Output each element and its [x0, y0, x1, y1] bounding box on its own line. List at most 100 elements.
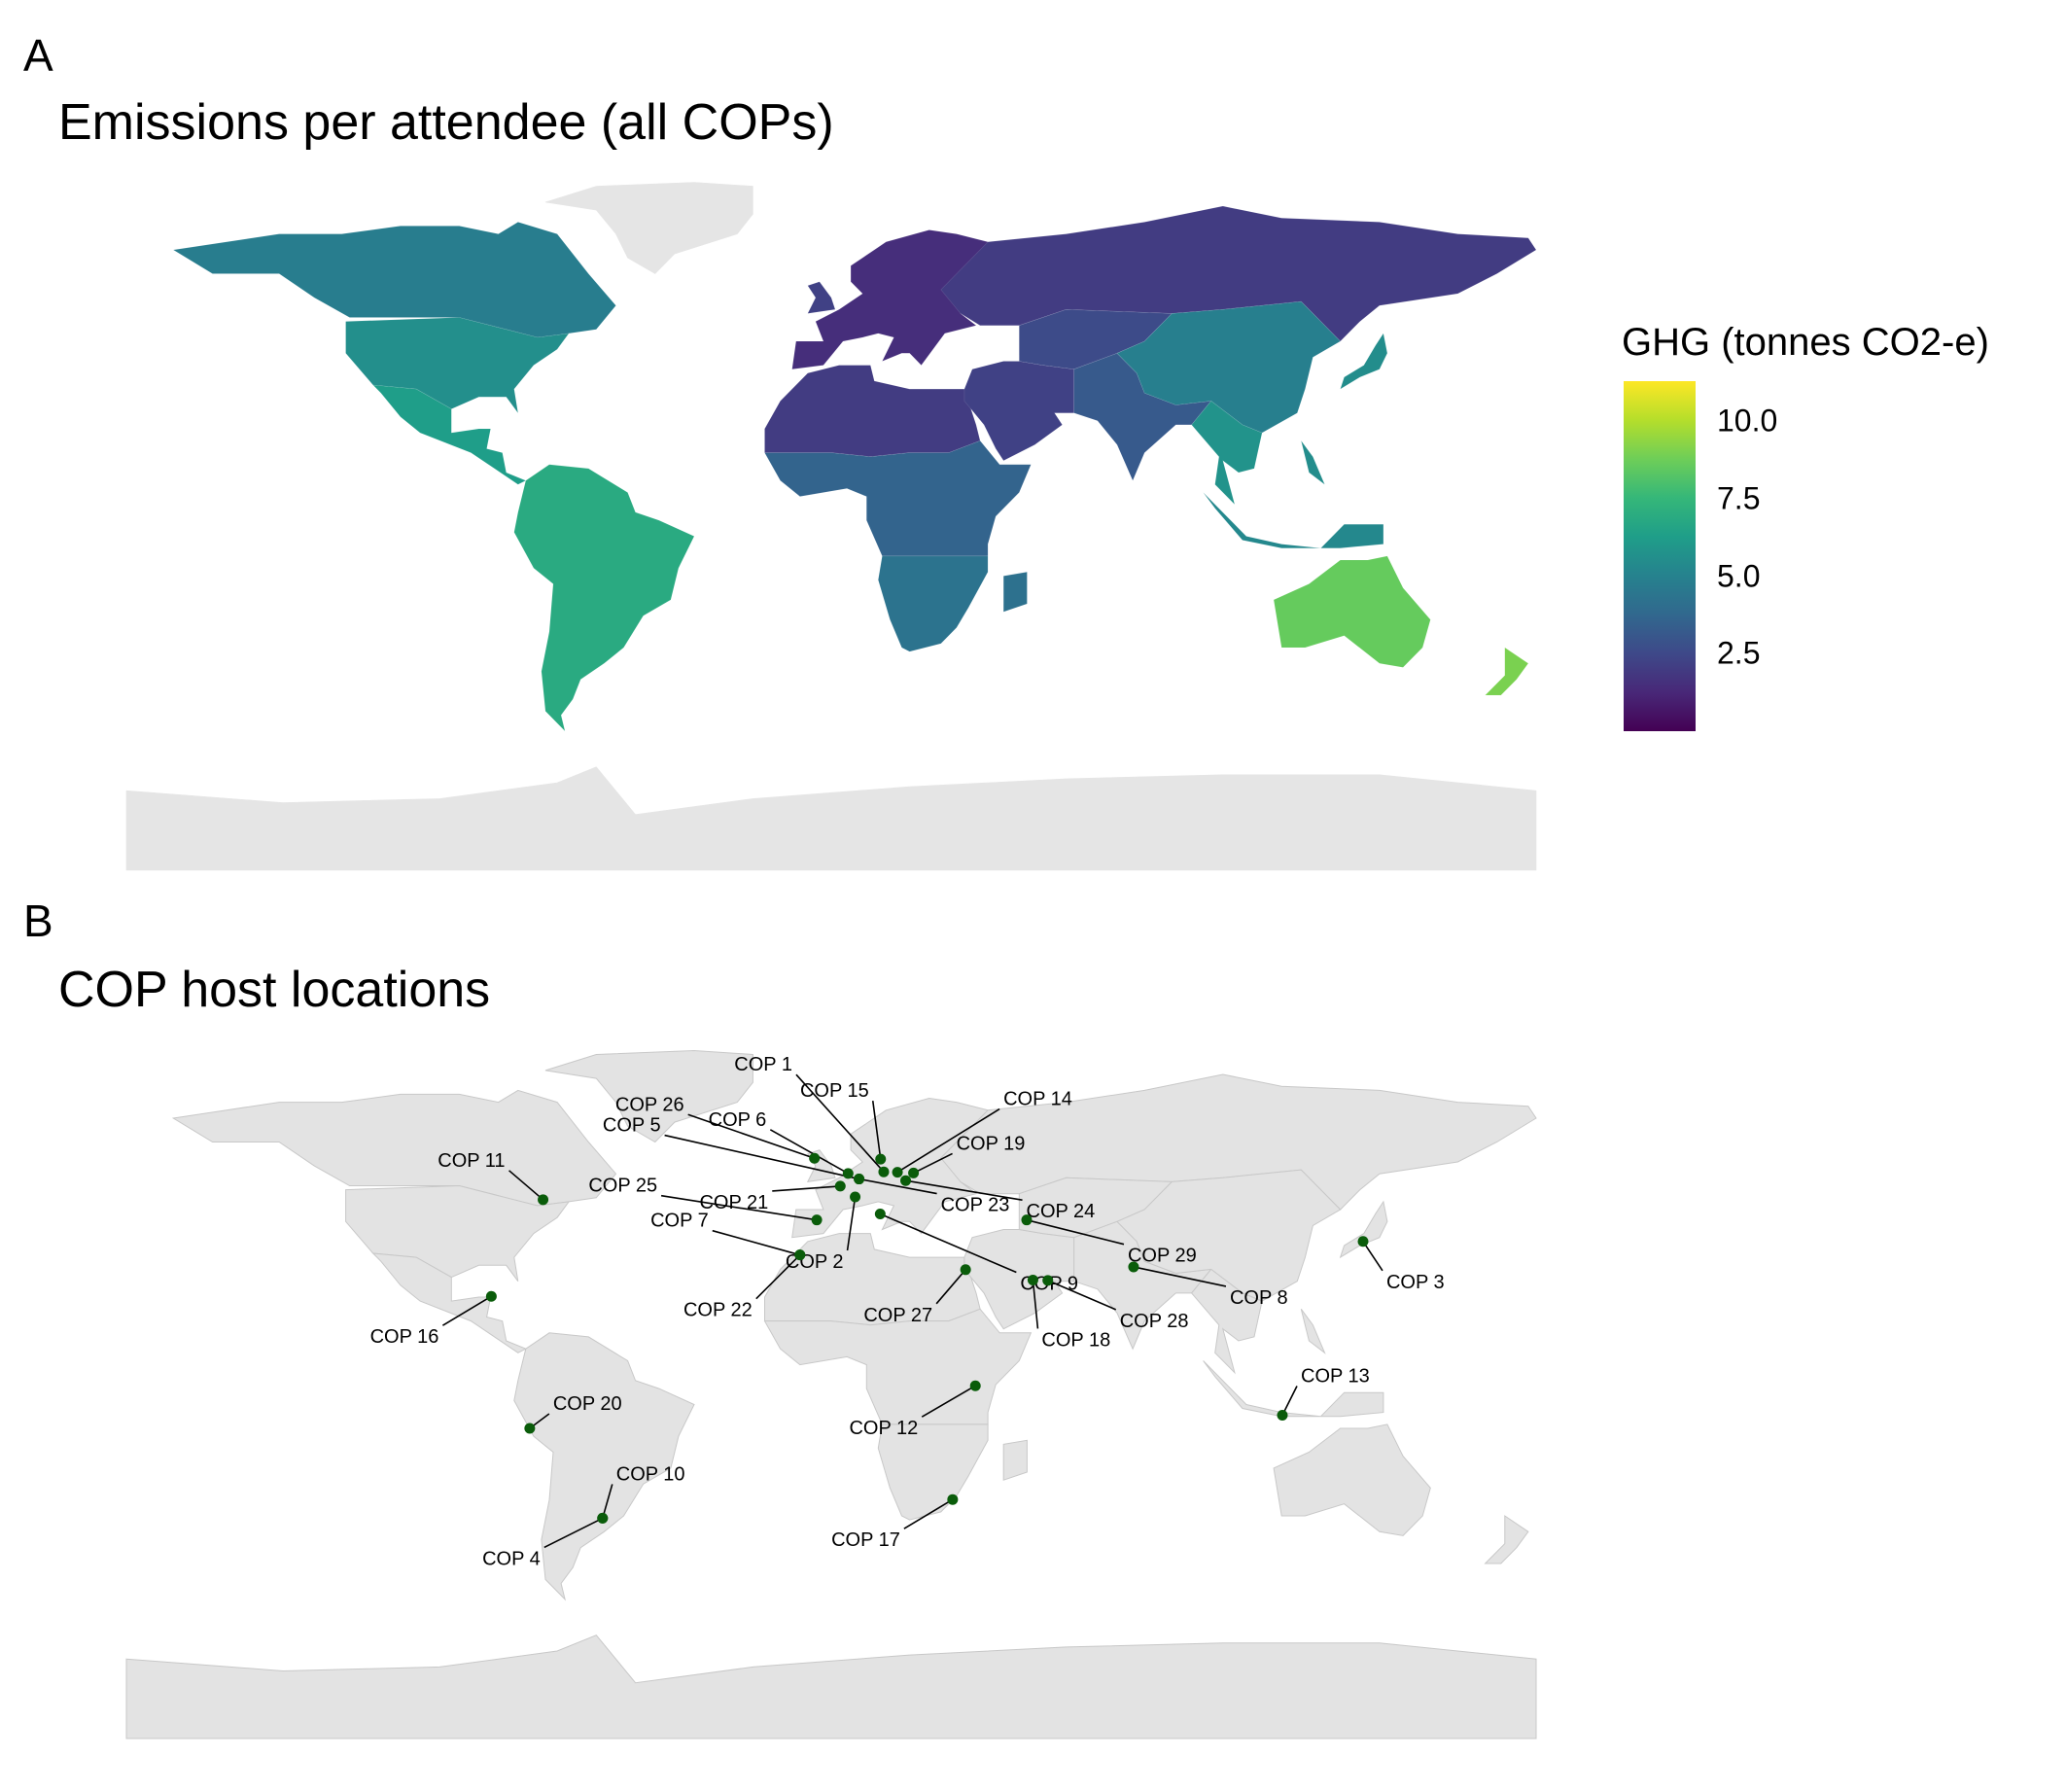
leader-line — [880, 1212, 1017, 1274]
cop-site-label: COP 7 — [650, 1211, 709, 1232]
cop-site-point — [908, 1167, 920, 1178]
region-uk — [807, 281, 836, 314]
region-new-zealand — [1484, 647, 1529, 696]
legend-tick-label: 7.5 — [1717, 480, 1761, 516]
region-north-africa — [764, 365, 981, 458]
cop-site-label: COP 24 — [1027, 1201, 1096, 1222]
cop-site-point — [850, 1191, 861, 1203]
cop-site-label: COP 29 — [1128, 1246, 1197, 1267]
cop-site-label: COP 3 — [1386, 1272, 1445, 1293]
legend-tick-mark — [1696, 420, 1705, 423]
cop-site-point — [1042, 1275, 1054, 1286]
leader-line — [903, 1498, 954, 1529]
cop-site-point — [878, 1166, 890, 1177]
cop-site-point — [1277, 1409, 1288, 1421]
leader-line — [660, 1194, 818, 1221]
cop-site-point — [874, 1209, 886, 1220]
cop-site-point — [969, 1380, 981, 1391]
cop-site-label: COP 27 — [863, 1305, 932, 1326]
land-sub-saharan-africa — [763, 1308, 1033, 1425]
cop-site-point — [597, 1512, 609, 1524]
cop-site-label: COP 26 — [615, 1094, 684, 1115]
leader-line — [913, 1152, 953, 1175]
leader-line — [896, 1107, 1000, 1174]
cop-site-label: COP 1 — [734, 1054, 792, 1075]
cop-site-label: COP 21 — [699, 1192, 768, 1213]
region-mexico-central-america — [371, 384, 527, 485]
cop-site-point — [960, 1264, 971, 1276]
cop-site-point — [811, 1214, 823, 1226]
leader-line — [664, 1134, 859, 1180]
cop-site-label: COP 15 — [800, 1080, 869, 1102]
land-greenland — [544, 1049, 753, 1143]
emissions-choropleth-map — [125, 182, 1537, 871]
cop-site-point — [809, 1152, 821, 1164]
leader-line — [858, 1177, 937, 1195]
region-philippines — [1301, 440, 1326, 486]
region-sub-saharan-africa — [763, 439, 1032, 557]
leader-line — [935, 1269, 966, 1305]
land-canada — [171, 1089, 617, 1207]
leader-line — [871, 1101, 882, 1160]
cop-site-label: COP 17 — [831, 1529, 900, 1551]
cop-site-label: COP 11 — [438, 1150, 505, 1172]
cop-site-label: COP 14 — [1003, 1089, 1072, 1110]
cop-site-point — [875, 1153, 887, 1165]
cop-site-label: COP 23 — [941, 1195, 1010, 1216]
cop-site-point — [900, 1175, 912, 1186]
cop-site-label: COP 22 — [683, 1300, 753, 1321]
leader-line — [1032, 1280, 1039, 1329]
leader-line — [1362, 1241, 1383, 1272]
panel-a-tag: A — [23, 30, 53, 81]
region-middle-east — [963, 361, 1074, 462]
cop-site-point — [1357, 1236, 1369, 1247]
land-middle-east — [963, 1229, 1075, 1330]
land-china — [1116, 1169, 1342, 1302]
region-greenland — [544, 182, 753, 274]
land-japan — [1339, 1200, 1388, 1259]
legend-tick-mark — [1696, 652, 1705, 655]
region-japan — [1340, 333, 1388, 390]
region-russia — [940, 205, 1537, 342]
cop-locations-map: COP 1 COP 2 COP 3 COP 4 COP 5 COP 6 COP 7 COP 8… — [125, 1049, 1537, 1739]
leader-line — [755, 1254, 801, 1300]
region-china — [1116, 300, 1342, 434]
leader-line — [795, 1073, 885, 1173]
land-indonesia — [1203, 1360, 1384, 1418]
legend-tick-mark — [1696, 575, 1705, 578]
leader-line — [712, 1229, 800, 1256]
cop-site-label: COP 4 — [482, 1548, 541, 1569]
land-madagascar — [1002, 1439, 1028, 1481]
cop-site-label: COP 12 — [849, 1418, 918, 1439]
cop-site-point — [892, 1167, 903, 1178]
region-indonesia — [1203, 492, 1384, 549]
leader-line — [508, 1170, 544, 1201]
leader-line — [846, 1196, 857, 1251]
cop-site-label: COP 2 — [786, 1251, 844, 1273]
panel-a-title: Emissions per attendee (all COPs) — [58, 94, 834, 151]
land-south-america — [513, 1332, 695, 1601]
leader-line — [772, 1185, 841, 1192]
leader-line — [1047, 1280, 1117, 1311]
leader-line — [1133, 1266, 1227, 1287]
region-australia — [1273, 555, 1431, 668]
region-antarctica — [125, 766, 1537, 871]
region-canada — [172, 222, 616, 338]
cop-site-point — [538, 1194, 549, 1206]
legend-title: GHG (tonnes CO2-e) — [1622, 321, 1989, 364]
legend-tick-label: 5.0 — [1717, 558, 1761, 594]
cop-site-label: COP 10 — [616, 1463, 685, 1485]
cop-site-point — [524, 1423, 536, 1434]
cop-site-label: COP 18 — [1041, 1329, 1110, 1351]
region-madagascar — [1002, 571, 1028, 613]
cop-site-point — [1128, 1261, 1139, 1273]
leader-line — [543, 1517, 604, 1549]
land-southeast-asia — [1190, 1268, 1263, 1375]
leader-line — [441, 1295, 492, 1326]
cop-site-point — [794, 1249, 806, 1261]
cop-site-label: COP 20 — [553, 1393, 622, 1415]
land-philippines — [1300, 1309, 1326, 1354]
cop-site-label: COP 28 — [1120, 1311, 1189, 1332]
leader-line — [769, 1129, 849, 1175]
cop-site-point — [834, 1180, 846, 1192]
